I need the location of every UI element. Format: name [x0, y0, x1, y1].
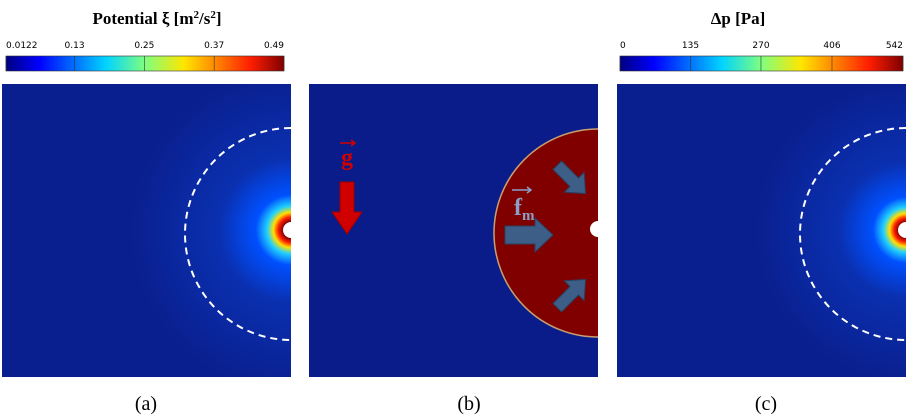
panel: [617, 84, 906, 377]
tick-label: 0.37: [204, 41, 224, 51]
colorbar: [5, 55, 285, 72]
force-symbol: f: [514, 195, 523, 221]
title-text: Potential ξ [m: [92, 9, 193, 28]
panel-label: (a): [135, 393, 157, 415]
panel-label: (c): [755, 393, 777, 415]
panel: [2, 84, 291, 377]
tick-label: 0.49: [264, 41, 284, 51]
tick-label: 0.13: [65, 41, 85, 51]
title-text: /s: [198, 9, 211, 28]
colorbar: [619, 55, 904, 72]
tick-label: 0.25: [134, 41, 154, 51]
colorbar-title: Potential ξ [m2/s2]: [92, 9, 221, 28]
superscript: 2: [210, 9, 216, 21]
title-text: ]: [216, 9, 222, 28]
colorbar-title: Δp [Pa]: [711, 9, 766, 28]
gravity-label: g: [341, 145, 353, 171]
tick-label: 542: [886, 41, 903, 51]
panel: [309, 84, 598, 377]
tick-label: 0: [620, 41, 626, 51]
tick-label: 270: [752, 41, 769, 51]
subscript: m: [522, 208, 535, 224]
tick-label: 406: [823, 41, 840, 51]
panel-label: (b): [457, 393, 480, 415]
tick-label: 0.0122: [6, 41, 38, 51]
superscript: 2: [194, 9, 200, 21]
force-label: fm: [514, 195, 535, 224]
tick-label: 135: [682, 41, 699, 51]
